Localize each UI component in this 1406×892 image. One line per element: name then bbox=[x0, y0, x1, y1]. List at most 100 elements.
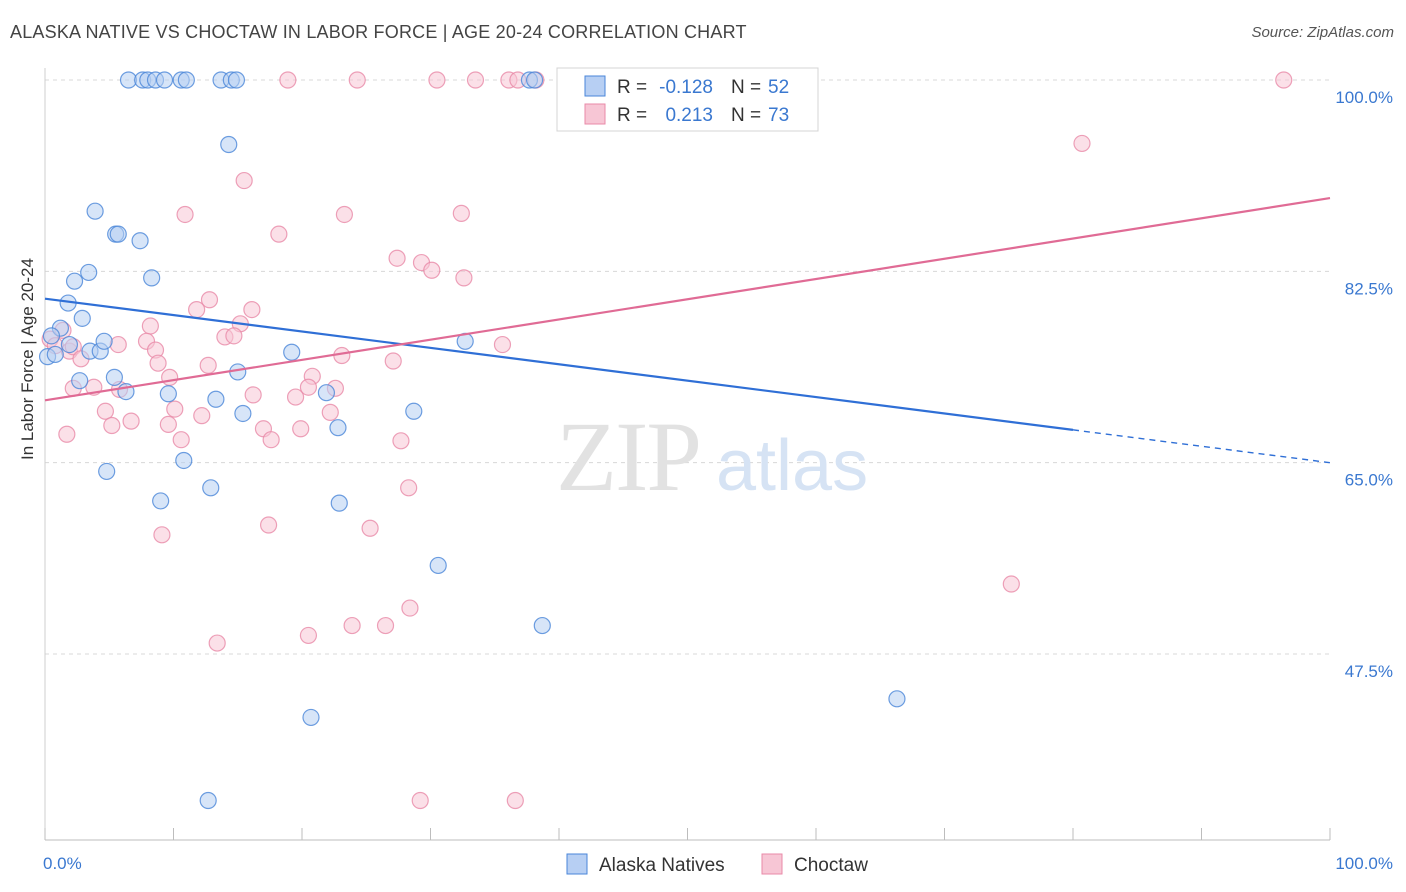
legend-r-value: -0.128 bbox=[659, 77, 713, 98]
choctaw-point bbox=[103, 416, 121, 435]
alaska-native-point bbox=[80, 263, 98, 282]
legend-n-label: N = bbox=[731, 77, 761, 98]
x-tick-label: 100.0% bbox=[1335, 854, 1393, 873]
choctaw-point bbox=[141, 317, 159, 335]
choctaw-point bbox=[166, 400, 184, 418]
choctaw-point bbox=[348, 71, 366, 89]
choctaw-point bbox=[259, 516, 278, 534]
alaska-native-point bbox=[143, 269, 161, 287]
alaska-native-point bbox=[98, 462, 116, 481]
choctaw-point bbox=[235, 171, 253, 190]
legend-top-swatch bbox=[584, 103, 606, 125]
alaska-native-point bbox=[155, 71, 174, 89]
alaska-native-point bbox=[317, 384, 336, 402]
choctaw-point bbox=[384, 352, 402, 370]
choctaw-point bbox=[96, 402, 114, 420]
choctaw-point bbox=[428, 71, 446, 89]
y-tick-label: 65.0% bbox=[1345, 471, 1393, 490]
alaska-native-point bbox=[199, 791, 217, 810]
legend-bottom-swatch bbox=[761, 853, 783, 875]
legend-r-label: R = bbox=[617, 77, 647, 98]
watermark: ZIP atlas bbox=[556, 401, 868, 512]
choctaw-point bbox=[455, 269, 473, 287]
choctaw-point bbox=[243, 301, 261, 319]
choctaw-point bbox=[262, 431, 280, 449]
watermark-zip: ZIP bbox=[556, 401, 700, 512]
choctaw-point bbox=[392, 432, 410, 450]
legend-n-value: 73 bbox=[768, 105, 789, 126]
watermark-atlas: atlas bbox=[716, 426, 868, 506]
choctaw-point bbox=[376, 616, 395, 635]
source-label: Source: ZipAtlas.com bbox=[1251, 24, 1394, 41]
alaska-native-point bbox=[105, 368, 123, 386]
x-tick-label: 0.0% bbox=[43, 854, 82, 873]
choctaw-point bbox=[1073, 134, 1091, 153]
choctaw-point bbox=[388, 249, 406, 267]
alaska-native-trend-line bbox=[44, 297, 1074, 431]
alaska-native-point bbox=[234, 404, 252, 423]
alaska-native-point bbox=[202, 479, 220, 497]
choctaw-point bbox=[172, 431, 190, 449]
alaska-native-point bbox=[405, 402, 423, 420]
choctaw-trend-line bbox=[44, 196, 1331, 402]
choctaw-point bbox=[506, 791, 524, 810]
y-tick-label: 82.5% bbox=[1345, 279, 1393, 298]
choctaw-point bbox=[1275, 71, 1293, 89]
alaska-native-point bbox=[888, 690, 906, 708]
choctaw-point bbox=[153, 526, 171, 544]
choctaw-point bbox=[244, 386, 262, 404]
legend-bottom-swatch bbox=[566, 853, 588, 875]
choctaw-point bbox=[286, 388, 305, 406]
choctaw-point bbox=[361, 519, 379, 537]
choctaw-point bbox=[58, 425, 76, 443]
choctaw-point bbox=[161, 368, 179, 386]
alaska-native-trend-extension bbox=[1072, 429, 1331, 464]
choctaw-point bbox=[335, 205, 354, 224]
choctaw-point bbox=[149, 354, 167, 372]
choctaw-point bbox=[1002, 575, 1020, 593]
alaska-native-point bbox=[109, 225, 127, 243]
alaska-native-point bbox=[227, 71, 246, 89]
legend-n-label: N = bbox=[731, 105, 761, 126]
alaska-native-point bbox=[329, 419, 347, 437]
choctaw-point bbox=[411, 791, 429, 810]
alaska-native-point bbox=[65, 272, 84, 290]
choctaw-point bbox=[225, 327, 243, 345]
choctaw-point bbox=[292, 420, 310, 438]
choctaw-point bbox=[493, 335, 512, 354]
alaska-native-point bbox=[220, 135, 238, 154]
legend-bottom-label: Choctaw bbox=[794, 855, 868, 876]
choctaw-point bbox=[109, 335, 127, 354]
legend-r-label: R = bbox=[617, 105, 647, 126]
alaska-native-point bbox=[177, 71, 195, 89]
alaska-native-point bbox=[330, 494, 348, 512]
choctaw-point bbox=[401, 599, 419, 617]
legend-bottom-label: Alaska Natives bbox=[599, 855, 725, 876]
choctaw-point bbox=[176, 205, 194, 224]
alaska-native-point bbox=[71, 372, 89, 390]
alaska-native-point bbox=[73, 309, 91, 327]
legend-bottom: Alaska Natives Choctaw bbox=[566, 853, 868, 876]
legend-top: R = -0.128 N = 52 R = 0.213 N = 73 bbox=[556, 67, 819, 132]
choctaw-point bbox=[193, 407, 211, 425]
choctaw-point bbox=[321, 403, 339, 421]
legend-n-value: 52 bbox=[768, 77, 789, 98]
alaska-native-point bbox=[302, 708, 320, 727]
choctaw-point bbox=[188, 301, 206, 319]
y-tick-label: 100.0% bbox=[1335, 88, 1393, 107]
choctaw-point bbox=[452, 204, 470, 222]
choctaw-point bbox=[159, 415, 177, 433]
trend-lines bbox=[44, 196, 1331, 464]
choctaw-point bbox=[343, 616, 361, 635]
alaska-native-point bbox=[159, 385, 177, 403]
alaska-native-point bbox=[429, 556, 447, 575]
choctaw-point bbox=[122, 412, 140, 430]
choctaw-point bbox=[208, 634, 226, 652]
alaska-native-point bbox=[86, 202, 104, 220]
gridlines: 47.5% 65.0% 82.5% 100.0% bbox=[45, 79, 1393, 681]
choctaw-point bbox=[466, 71, 485, 89]
legend-top-swatch bbox=[584, 75, 606, 97]
legend-r-value: 0.213 bbox=[665, 105, 713, 126]
alaska-native-point bbox=[46, 345, 64, 364]
alaska-native-point bbox=[283, 343, 301, 361]
